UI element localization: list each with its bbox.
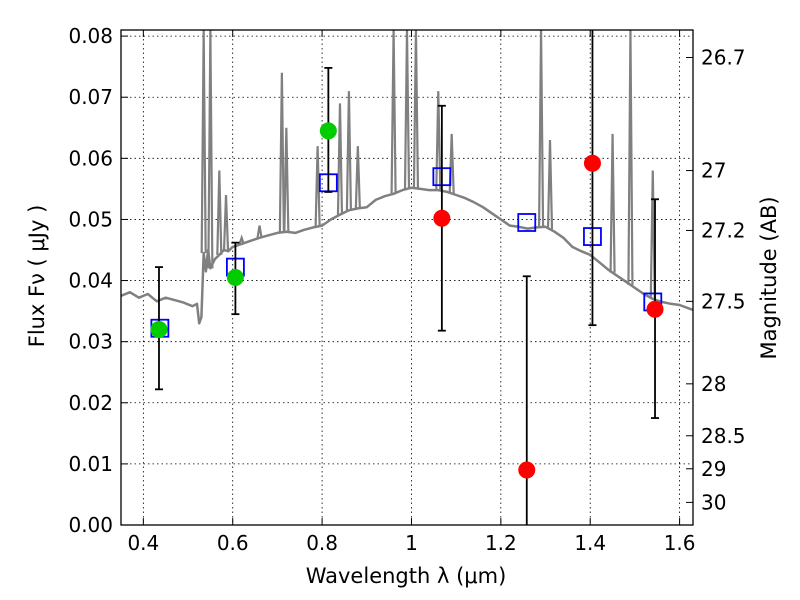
emission-line xyxy=(207,29,214,269)
right-tick-label: 26.7 xyxy=(701,46,746,70)
emission-line xyxy=(314,146,321,227)
observed-point xyxy=(518,461,536,479)
sed-line xyxy=(120,186,694,325)
emission-line xyxy=(412,29,420,189)
y-tick-label: 0.08 xyxy=(68,24,113,48)
y-tick-label: 0.02 xyxy=(68,391,113,415)
x-tick-label: 1 xyxy=(405,531,418,555)
x-tick-label: 0.4 xyxy=(127,531,159,555)
axes-layer: 0.4 0.6 0.8 1 1.2 1.4 1.6 0.00 0.01 0.02 0.03 0.04 0… xyxy=(68,24,745,555)
observed-point xyxy=(583,154,601,172)
x-tick-label: 1.6 xyxy=(664,531,696,555)
x-tick-label: 0.6 xyxy=(217,531,249,555)
y-tick-label: 0.05 xyxy=(68,207,113,231)
emission-line xyxy=(256,225,263,238)
y-tick-label: 0.04 xyxy=(68,269,113,293)
right-tick-label: 28 xyxy=(701,372,726,396)
emission-line xyxy=(609,133,616,273)
right-tick-label: 27.5 xyxy=(701,289,746,313)
y-tick-label: 0.00 xyxy=(68,513,113,537)
right-tick-label: 27.2 xyxy=(701,218,746,242)
observed-point xyxy=(319,122,337,140)
observed-point xyxy=(226,269,244,286)
emission-line xyxy=(627,29,634,285)
emission-line xyxy=(216,170,223,255)
emission-line xyxy=(345,91,353,211)
emission-line xyxy=(390,29,397,194)
emission-line xyxy=(649,170,656,299)
right-axis-label: Magnitude (AB) xyxy=(757,196,781,359)
emission-line xyxy=(403,29,411,189)
emission-line xyxy=(222,194,230,251)
x-axis-label: Wavelength λ (μm) xyxy=(306,564,507,588)
emission-line xyxy=(537,29,545,228)
observed-point xyxy=(150,320,168,338)
emission-line xyxy=(336,103,344,215)
right-tick-label: 27 xyxy=(701,159,726,183)
plot-frame xyxy=(120,29,694,526)
emission-line xyxy=(278,72,285,233)
x-tick-label: 0.8 xyxy=(306,531,338,555)
y-axis-label: Flux Fν ( μJy ) xyxy=(25,205,49,348)
emission-line xyxy=(238,234,245,245)
observed-point xyxy=(433,209,451,227)
observed-point xyxy=(646,300,664,318)
emission-line xyxy=(354,146,361,209)
emission-line xyxy=(546,139,554,230)
x-tick-label: 1.4 xyxy=(574,531,606,555)
right-tick-label: 30 xyxy=(701,490,726,514)
y-tick-label: 0.06 xyxy=(68,146,113,170)
x-tick-label: 1.2 xyxy=(485,531,517,555)
series-layer xyxy=(120,29,694,525)
y-tick-label: 0.03 xyxy=(68,330,113,354)
y-tick-label: 0.07 xyxy=(68,85,113,109)
right-tick-label: 29 xyxy=(701,457,726,481)
y-tick-label: 0.01 xyxy=(68,452,113,476)
emission-line xyxy=(435,91,442,191)
model-square-marker xyxy=(517,213,537,232)
emission-line xyxy=(200,29,207,254)
emission-line xyxy=(283,127,290,232)
right-tick-label: 28.5 xyxy=(701,424,746,448)
